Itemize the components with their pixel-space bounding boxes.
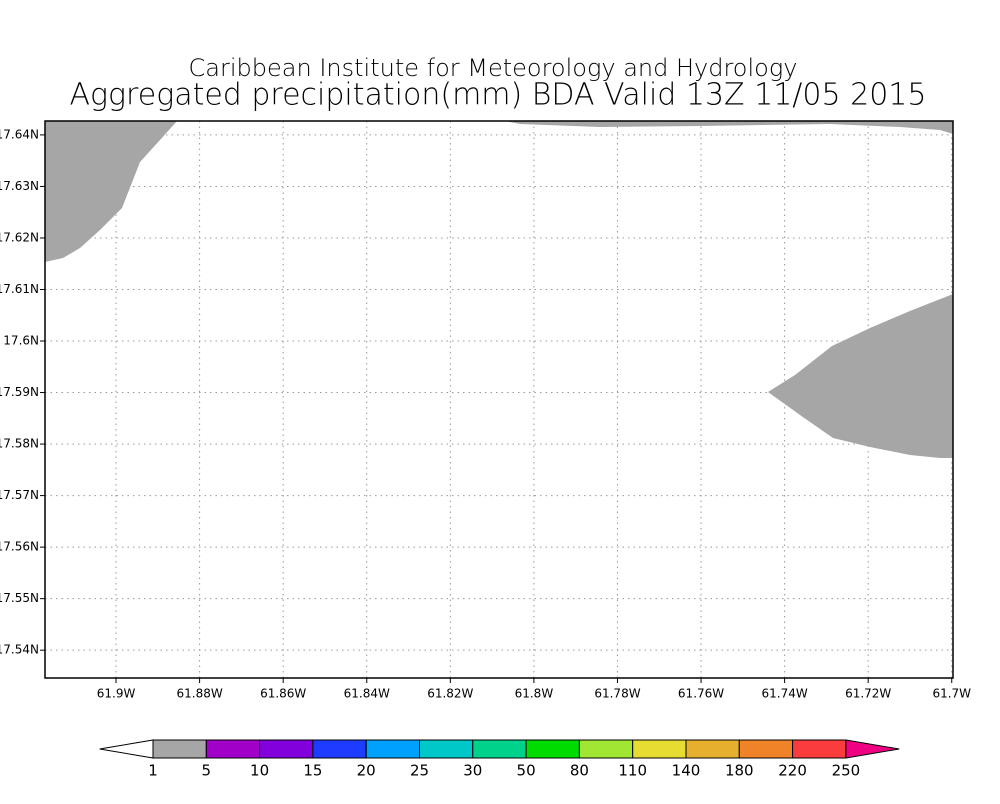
x-tick-label: 61.72W [845,687,891,701]
colorbar-box [578,739,634,759]
x-tick-label: 61.78W [594,687,640,701]
x-tick-label: 61.74W [761,687,807,701]
colorbar-box [152,739,207,759]
colorbar-box [685,739,740,759]
y-tick-label: 17.55N [0,591,39,605]
x-tick-label: 61.82W [427,687,473,701]
chart-subtitle: Aggregated precipitation(mm) BDA Valid 1… [70,78,927,113]
colorbar-box [525,739,580,759]
y-tick-label: 17.63N [0,179,39,193]
y-tick-label: 17.56N [0,540,39,554]
colorbar-label: 30 [463,762,482,780]
colorbar-label: 250 [832,762,861,780]
colorbar: 1 5 10 15 20 25 30 50 80 110 140 180 220 250 [99,739,900,780]
y-tick-label: 17.59N [0,385,39,399]
colorbar-label: 220 [778,762,807,780]
y-tick-label: 17.6N [3,334,39,348]
y-tick-label: 17.57N [0,488,39,502]
y-tick-label: 17.58N [0,437,39,451]
x-tick-label: 61.84W [344,687,390,701]
chart-title: Caribbean Institute for Meteorology and … [189,54,798,82]
colorbar-arrow [845,739,900,759]
x-tick-label: 61.7W [932,687,971,701]
colorbar-label: 10 [250,762,269,780]
axes: 61.9W 61.88W 61.86W 61.84W 61.82W 61.8W 61.78W… [0,127,971,700]
y-tick-label: 17.54N [0,643,39,657]
colorbar-label: 15 [303,762,322,780]
plot-frame [44,120,954,679]
colorbar-label: 25 [410,762,429,780]
shaded-areas [45,121,953,458]
x-tick-label: 61.88W [176,687,222,701]
colorbar-label: 20 [357,762,376,780]
precip-area [45,121,177,262]
colorbar-label: 180 [725,762,754,780]
colorbar-arrow [99,739,154,759]
colorbar-box [472,739,527,759]
colorbar-box [738,739,794,759]
precip-area [768,294,953,458]
colorbar-label: 5 [202,762,212,780]
colorbar-box [632,739,687,759]
colorbar-box [312,739,367,759]
x-tick-label: 61.86W [260,687,306,701]
colorbar-label: 80 [570,762,589,780]
x-tick-label: 61.8W [515,687,554,701]
colorbar-label: 50 [517,762,536,780]
y-tick-label: 17.61N [0,282,39,296]
colorbar-box [419,739,474,759]
colorbar-label: 110 [618,762,647,780]
colorbar-label: 140 [672,762,701,780]
colorbar-box [205,739,261,759]
colorbar-label: 1 [148,762,158,780]
x-tick-label: 61.9W [97,687,136,701]
colorbar-box [365,739,421,759]
colorbar-box [259,739,314,759]
y-tick-label: 17.64N [0,127,39,141]
colorbar-box [792,739,847,759]
x-tick-label: 61.76W [678,687,724,701]
precip-area [505,121,953,134]
y-tick-label: 17.62N [0,230,39,244]
